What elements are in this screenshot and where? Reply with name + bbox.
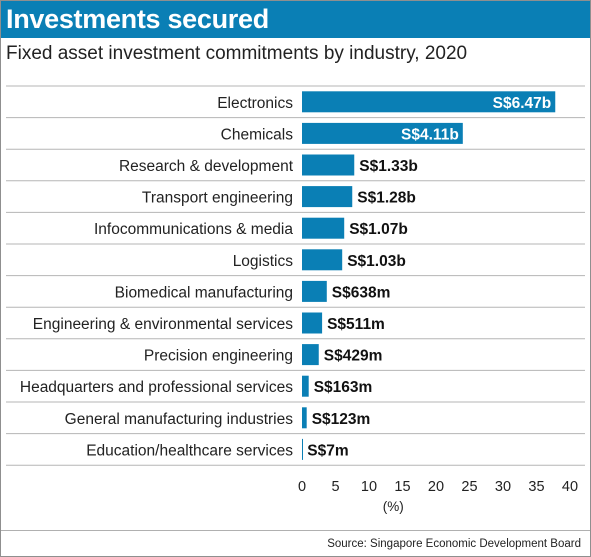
category-label: Logistics <box>233 253 294 270</box>
category-label: Headquarters and professional services <box>20 379 293 396</box>
chart-title: Investments secured <box>6 4 269 34</box>
data-label: S$123m <box>312 411 371 428</box>
x-tick-label: 15 <box>394 479 410 495</box>
category-label: Electronics <box>217 95 293 112</box>
category-label: Infocommunications & media <box>94 221 293 238</box>
data-label: S$1.28b <box>357 190 416 207</box>
data-label: S$6.47b <box>493 95 552 112</box>
x-tick-label: 0 <box>298 479 306 495</box>
data-label: S$163m <box>314 379 373 396</box>
category-label: Biomedical manufacturing <box>115 284 293 301</box>
bar <box>302 186 353 208</box>
x-tick-label: 40 <box>562 479 578 495</box>
category-label: General manufacturing industries <box>65 411 294 428</box>
chart-subtitle: Fixed asset investment commitments by in… <box>6 43 468 64</box>
data-label: S$1.33b <box>359 158 418 175</box>
bar <box>302 344 319 366</box>
x-tick-label: 20 <box>428 479 444 495</box>
data-label: S$638m <box>332 284 391 301</box>
x-axis-label: (%) <box>383 499 404 514</box>
bar <box>302 122 463 144</box>
bar <box>302 438 303 460</box>
category-label: Research & development <box>119 158 294 175</box>
category-label: Engineering & environmental services <box>33 316 293 333</box>
data-label: S$1.07b <box>349 221 408 238</box>
bar <box>302 154 355 176</box>
bar <box>302 407 307 429</box>
bar <box>302 217 345 239</box>
category-label: Chemicals <box>221 126 294 143</box>
title-band <box>0 0 591 38</box>
category-label: Precision engineering <box>144 348 293 365</box>
bar <box>302 312 323 334</box>
data-label: S$1.03b <box>347 253 406 270</box>
source-note: Source: Singapore Economic Development B… <box>327 538 581 550</box>
bar <box>302 91 556 113</box>
bar <box>302 280 327 302</box>
footer-divider <box>0 530 591 531</box>
bar <box>302 249 343 271</box>
category-label: Transport engineering <box>142 190 293 207</box>
x-tick-label: 30 <box>495 479 511 495</box>
data-label: S$511m <box>327 316 385 333</box>
data-label: S$4.11b <box>401 126 459 143</box>
x-tick-label: 35 <box>528 479 544 495</box>
data-label: S$7m <box>307 442 348 459</box>
x-tick-label: 25 <box>461 479 477 495</box>
x-tick-label: 10 <box>361 479 377 495</box>
x-tick-label: 5 <box>331 479 339 495</box>
bar-chart: Electronics S$6.47b Chemicals S$4.11b Resear… <box>6 85 585 514</box>
bar <box>302 375 309 397</box>
category-label: Education/healthcare services <box>86 442 293 459</box>
data-label: S$429m <box>324 348 383 365</box>
